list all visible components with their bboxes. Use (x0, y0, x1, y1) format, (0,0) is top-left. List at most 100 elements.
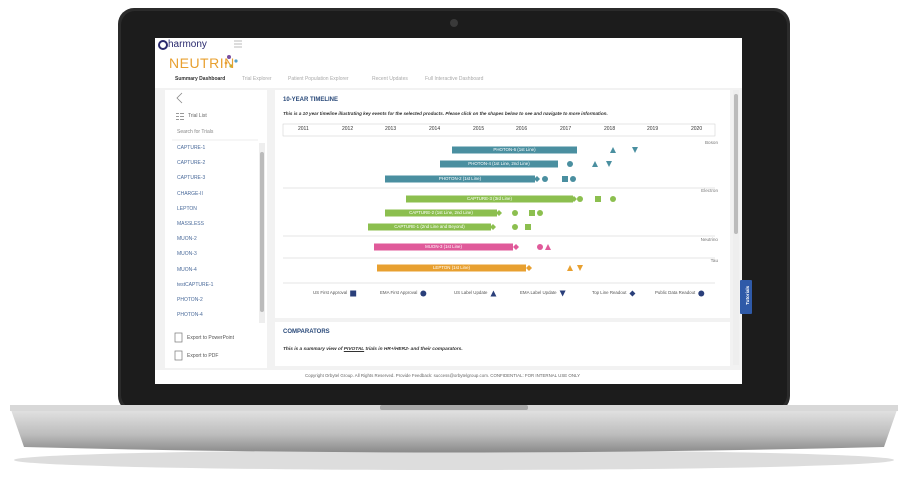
legend-label: Public Data Readout (655, 290, 696, 295)
export-button[interactable]: Export to PDF (187, 353, 219, 359)
trial-item[interactable]: MASSLESS (177, 221, 204, 227)
trial-item[interactable]: MUON-2 (177, 236, 197, 243)
event-marker[interactable] (542, 176, 548, 182)
group-label: Neutrino (700, 237, 718, 242)
desc-text: trials in HR+/HER2- and their comparator… (365, 347, 463, 352)
event-marker[interactable] (537, 210, 543, 216)
event-marker[interactable] (592, 161, 598, 167)
event-marker[interactable] (526, 265, 532, 271)
event-marker[interactable] (610, 196, 616, 202)
event-marker[interactable] (529, 210, 535, 216)
bar-label: CAPTURE-2 (1st Line, 2nd Line) (409, 209, 473, 215)
bar-label: CAPTURE-1 (2nd Line and Beyond) (394, 223, 465, 229)
bar-label: PHOTON-6 (1st Line) (493, 146, 536, 152)
nav-tab[interactable]: Full Interactive Dashboard (425, 76, 484, 82)
event-marker[interactable] (558, 147, 564, 153)
year-label: 2012 (342, 126, 354, 132)
trial-search[interactable]: Search for Trials (177, 129, 214, 135)
event-marker (629, 290, 636, 297)
timeline-bar[interactable] (452, 146, 577, 154)
event-marker[interactable] (570, 147, 576, 153)
year-label: 2016 (516, 126, 528, 132)
event-marker[interactable] (577, 265, 583, 271)
event-marker[interactable] (534, 176, 540, 182)
legend-label: EMA Label Update (520, 290, 557, 295)
trial-item[interactable]: PHOTON-4 (177, 312, 203, 319)
comparators-title: COMPARATORS (283, 329, 330, 335)
brand: harmony (168, 39, 207, 50)
legend-label: US First Approval (313, 290, 348, 295)
tutorials-tab[interactable] (740, 280, 752, 314)
export-button[interactable]: Export to PowerPoint (187, 335, 234, 341)
trial-item[interactable]: CAPTURE-2 (177, 160, 206, 167)
timeline-description: This is a 10 year timeline illustrating … (283, 111, 608, 116)
year-label: 2015 (473, 126, 485, 132)
trial-item[interactable]: MUON-4 (177, 266, 197, 273)
year-label: 2013 (385, 126, 397, 132)
nav-tab[interactable]: Summary Dashboard (175, 76, 226, 82)
event-marker[interactable] (545, 244, 551, 250)
bar-label: PHOTON-4 (1st Line, 2nd Line) (468, 160, 530, 166)
desc-text: This is a summary view of (283, 347, 343, 352)
trial-item[interactable]: CHARGE-II (177, 190, 203, 197)
legend-label: Top Line Readout (592, 290, 627, 295)
nav-tab[interactable]: Trial Explorer (242, 76, 272, 82)
legend-label: US Label Update (454, 290, 488, 295)
event-marker (698, 290, 705, 297)
timeline-bar[interactable] (385, 209, 497, 217)
timeline-bar[interactable] (406, 195, 573, 203)
nav-tab[interactable]: Patient Population Explorer (288, 76, 349, 82)
event-marker[interactable] (571, 196, 577, 202)
trial-item[interactable]: LEPTON (177, 205, 197, 212)
event-marker[interactable] (512, 224, 518, 230)
timeline-bar[interactable] (440, 160, 558, 168)
timeline-bar[interactable] (377, 264, 526, 272)
trial-item[interactable]: CAPTURE-1 (177, 145, 206, 151)
year-label: 2020 (691, 126, 703, 132)
event-marker[interactable] (610, 147, 616, 153)
event-marker[interactable] (490, 224, 496, 230)
bar-label: LEPTON (1st Line) (432, 264, 470, 270)
event-marker (350, 290, 357, 297)
event-marker[interactable] (513, 244, 519, 250)
event-marker[interactable] (537, 244, 543, 250)
comparators-description: This is a summary view of PIVOTAL trials… (283, 347, 463, 353)
year-label: 2019 (647, 126, 659, 132)
event-marker[interactable] (595, 196, 601, 202)
trial-item[interactable]: CAPTURE-3 (177, 175, 206, 182)
event-marker[interactable] (567, 265, 573, 271)
timeline-bar[interactable] (385, 175, 535, 183)
trial-item[interactable]: testCAPTURE-1 (177, 281, 214, 288)
legend-label: EMA First Approval (380, 290, 418, 295)
timeline-title: 10-YEAR TIMELINE (283, 97, 339, 103)
group-label: Boson (704, 140, 718, 145)
event-marker[interactable] (632, 147, 638, 153)
bar-label: PHOTON-2 (1st Line) (438, 175, 482, 181)
footer: Copyright Orbytel Group. All Rights Rese… (305, 373, 581, 378)
desc-emphasis: PIVOTAL (343, 347, 365, 352)
group-label: Tau (710, 258, 718, 263)
trial-item[interactable]: MUON-3 (177, 251, 197, 258)
timeline-bar[interactable] (368, 223, 491, 231)
event-marker[interactable] (562, 176, 568, 182)
event-marker[interactable] (567, 161, 573, 167)
event-marker[interactable] (577, 196, 583, 202)
event-marker (559, 290, 566, 297)
event-marker[interactable] (606, 161, 612, 167)
nav-tab[interactable]: Recent Updates (372, 76, 408, 82)
group-label: Electron (701, 188, 718, 193)
trial-list-label: Trial List (188, 113, 207, 119)
event-marker[interactable] (570, 176, 576, 182)
event-marker[interactable] (512, 210, 518, 216)
trial-item[interactable]: PHOTON-2 (177, 297, 203, 303)
event-marker (490, 290, 497, 297)
timeline-bar[interactable] (374, 243, 513, 251)
tutorials-label[interactable]: Tutorials (745, 285, 751, 305)
event-marker[interactable] (496, 210, 502, 216)
event-marker (420, 290, 427, 297)
year-label: 2017 (560, 126, 572, 132)
year-label: 2011 (298, 126, 309, 132)
event-marker[interactable] (525, 224, 531, 230)
